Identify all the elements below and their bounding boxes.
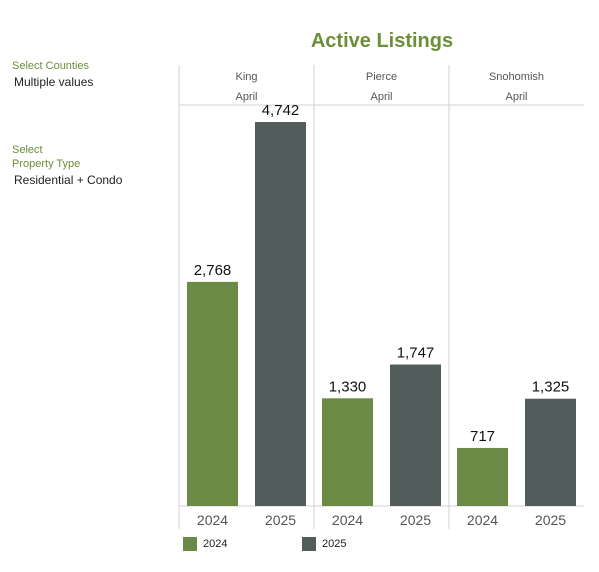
legend: 2024 2025: [0, 537, 599, 557]
county-header: Snohomish: [489, 71, 544, 83]
counties-filter-label: Select Counties: [12, 60, 90, 72]
x-tick-label: 2025: [535, 512, 566, 528]
property-filter-label-line2: Property Type: [12, 158, 81, 170]
legend-label-2024: 2024: [203, 538, 228, 550]
x-tick-label: 2025: [400, 512, 431, 528]
county-header: King: [235, 71, 257, 83]
month-header: April: [235, 91, 257, 103]
bar-chart: King April 2,768 2024 4,742 2025 Pierce April 1,…: [178, 65, 584, 529]
data-label: 4,742: [262, 102, 300, 119]
bar[interactable]: [457, 447, 508, 506]
legend-item-2024[interactable]: 2024: [183, 537, 227, 551]
property-type-filter-value[interactable]: Residential + Condo: [14, 173, 123, 187]
property-filter-label-line1: Select: [12, 144, 43, 156]
chart-title: Active Listings: [310, 30, 454, 52]
counties-filter-value[interactable]: Multiple values: [14, 75, 94, 89]
bar[interactable]: [187, 281, 238, 506]
data-label: 1,747: [397, 345, 435, 362]
data-label: 1,325: [532, 379, 570, 396]
bar[interactable]: [255, 122, 306, 506]
month-header: April: [370, 91, 392, 103]
bar[interactable]: [525, 398, 576, 506]
x-tick-label: 2024: [197, 512, 228, 528]
bar[interactable]: [390, 364, 441, 506]
month-header: April: [505, 91, 527, 103]
data-label: 717: [470, 428, 495, 445]
data-label: 1,330: [329, 378, 367, 395]
x-tick-label: 2024: [332, 512, 363, 528]
x-tick-label: 2025: [265, 512, 296, 528]
county-header: Pierce: [366, 71, 397, 83]
data-label: 2,768: [194, 262, 232, 279]
x-tick-label: 2024: [467, 512, 498, 528]
bar[interactable]: [322, 398, 373, 506]
legend-swatch-2024: [183, 537, 197, 551]
legend-swatch-2025: [302, 537, 316, 551]
legend-item-2025[interactable]: 2025: [302, 537, 346, 551]
legend-label-2025: 2025: [322, 538, 347, 550]
